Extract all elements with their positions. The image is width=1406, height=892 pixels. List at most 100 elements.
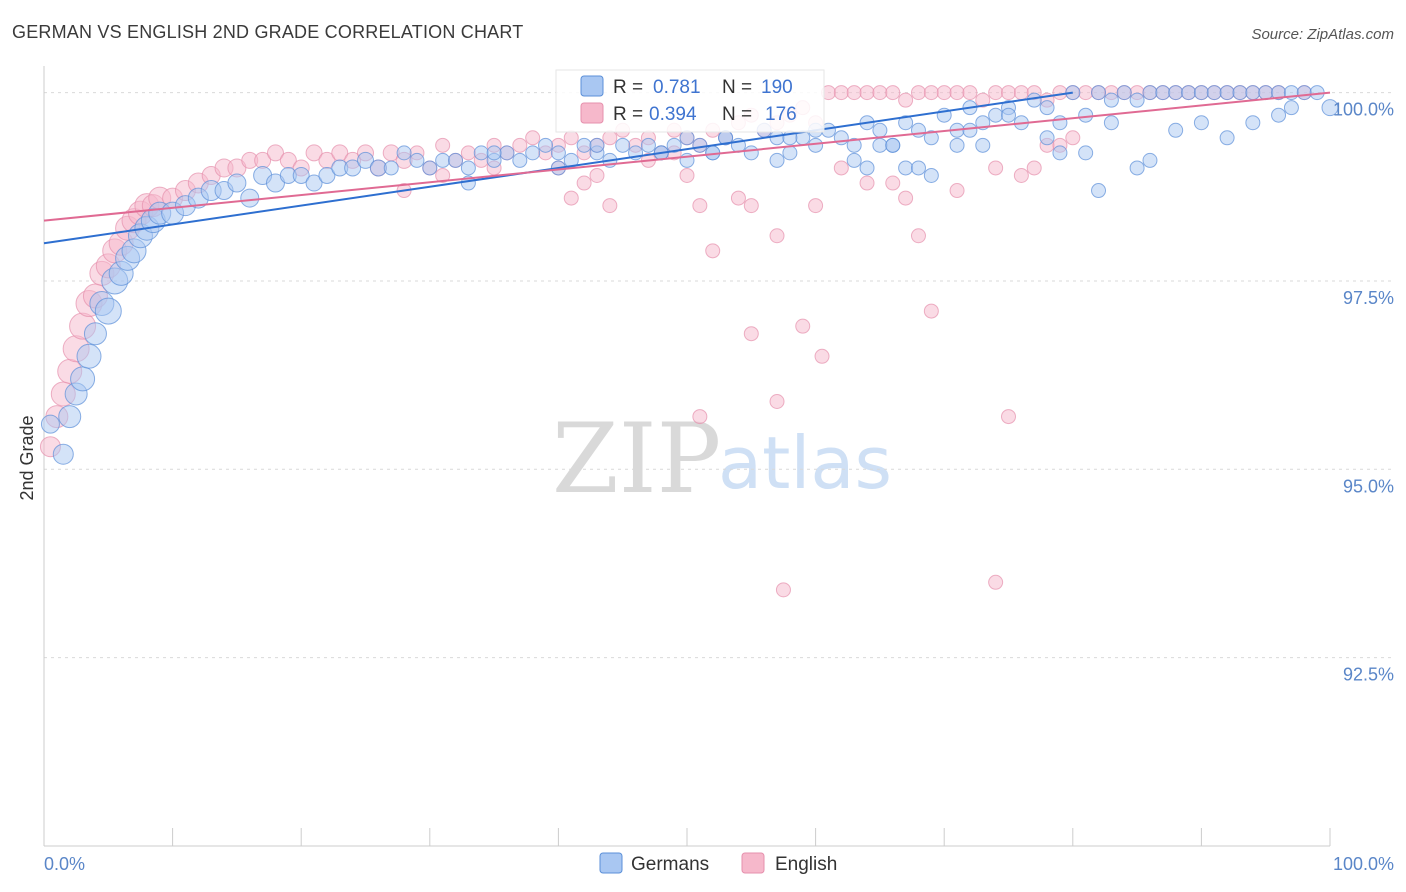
y-tick-labels: 92.5% 95.0% 97.5% 100.0% bbox=[1333, 100, 1394, 685]
german-point bbox=[1103, 92, 1119, 108]
german-point bbox=[769, 152, 785, 168]
english-point bbox=[859, 85, 875, 101]
english-r-value: 0.394 bbox=[649, 104, 697, 125]
english-point bbox=[705, 243, 721, 259]
english-r-label: R = bbox=[613, 104, 643, 125]
german-point bbox=[1052, 115, 1068, 131]
english-point bbox=[962, 85, 978, 101]
legend-germans-swatch bbox=[599, 852, 623, 874]
german-point bbox=[808, 137, 824, 153]
legend-english-label: English bbox=[775, 854, 837, 875]
german-point bbox=[1232, 85, 1248, 101]
german-point bbox=[1091, 183, 1107, 199]
german-point bbox=[435, 152, 451, 168]
english-point bbox=[975, 92, 991, 108]
german-point bbox=[1271, 107, 1287, 123]
german-point bbox=[1129, 92, 1145, 108]
german-point bbox=[94, 297, 122, 325]
english-point bbox=[1013, 167, 1029, 183]
german-point bbox=[525, 145, 541, 161]
german-point bbox=[1321, 99, 1339, 117]
english-point bbox=[602, 198, 618, 214]
german-point bbox=[40, 414, 60, 434]
english-point bbox=[769, 393, 785, 409]
german-point bbox=[1078, 145, 1094, 161]
german-point bbox=[396, 145, 412, 161]
german-point bbox=[1245, 85, 1261, 101]
english-point bbox=[1078, 85, 1094, 101]
english-point bbox=[923, 303, 939, 319]
watermark: ZIP atlas bbox=[552, 403, 892, 515]
german-point bbox=[975, 137, 991, 153]
german-point bbox=[1219, 130, 1235, 146]
trend-lines bbox=[43, 91, 1331, 245]
english-point bbox=[872, 85, 888, 101]
english-point bbox=[814, 348, 830, 364]
english-point bbox=[460, 145, 476, 161]
german-point bbox=[1258, 85, 1274, 101]
english-trend-line bbox=[43, 91, 1331, 222]
english-point bbox=[1065, 130, 1081, 146]
german-r-value: 0.781 bbox=[653, 77, 701, 98]
y-tick-label: 95.0% bbox=[1343, 476, 1394, 496]
german-point bbox=[923, 130, 939, 146]
german-point bbox=[859, 160, 875, 176]
x-tick-label-max: 100.0% bbox=[1333, 854, 1394, 874]
german-point bbox=[1168, 122, 1184, 138]
english-point bbox=[730, 190, 746, 206]
german-point bbox=[846, 152, 862, 168]
german-point bbox=[1283, 100, 1299, 116]
english-point bbox=[885, 85, 901, 101]
english-point bbox=[910, 228, 926, 244]
german-point bbox=[486, 145, 502, 161]
german-point bbox=[1181, 85, 1197, 101]
german-point bbox=[383, 160, 399, 176]
german-point bbox=[52, 443, 74, 465]
english-point bbox=[910, 85, 926, 101]
german-point bbox=[357, 151, 374, 169]
english-point bbox=[435, 137, 451, 153]
english-point bbox=[988, 160, 1004, 176]
german-point bbox=[344, 159, 362, 177]
stats-legend: R = 0.781 N = 190 R = 0.394 N = 176 bbox=[555, 69, 825, 133]
german-point bbox=[743, 145, 759, 161]
german-point bbox=[1296, 85, 1312, 101]
english-point bbox=[305, 144, 323, 162]
german-point bbox=[1142, 152, 1158, 168]
german-point bbox=[1193, 115, 1209, 131]
german-trend-line bbox=[43, 91, 1073, 245]
english-point bbox=[743, 326, 759, 342]
german-point bbox=[679, 130, 695, 146]
german-point bbox=[1193, 85, 1209, 101]
chart-title: GERMAN VS ENGLISH 2ND GRADE CORRELATION … bbox=[12, 22, 523, 42]
german-point bbox=[1091, 85, 1107, 101]
german-point bbox=[692, 137, 708, 153]
german-point bbox=[550, 145, 566, 161]
y-axis-label: 2nd Grade bbox=[17, 415, 37, 500]
german-point bbox=[538, 137, 554, 153]
y-tick-label: 97.5% bbox=[1343, 288, 1394, 308]
english-point bbox=[1001, 409, 1016, 425]
y-tick-label: 92.5% bbox=[1343, 665, 1394, 685]
german-point bbox=[409, 152, 425, 168]
german-point bbox=[499, 145, 515, 161]
english-point bbox=[563, 130, 579, 146]
german-point bbox=[1103, 115, 1119, 131]
german-point bbox=[949, 137, 965, 153]
german-point bbox=[70, 366, 96, 392]
english-swatch bbox=[580, 102, 604, 124]
english-point bbox=[1026, 160, 1042, 176]
german-point bbox=[898, 115, 914, 131]
english-point bbox=[769, 228, 785, 244]
y-tick-label: 100.0% bbox=[1333, 100, 1394, 120]
german-point bbox=[782, 145, 798, 161]
german-point bbox=[898, 160, 914, 176]
source-label: Source: ZipAtlas.com bbox=[1251, 26, 1394, 43]
german-point bbox=[227, 173, 247, 193]
german-point bbox=[460, 160, 476, 176]
english-point bbox=[266, 144, 284, 162]
english-n-value: 176 bbox=[765, 104, 797, 125]
english-point bbox=[885, 175, 901, 191]
german-point bbox=[1078, 107, 1094, 123]
